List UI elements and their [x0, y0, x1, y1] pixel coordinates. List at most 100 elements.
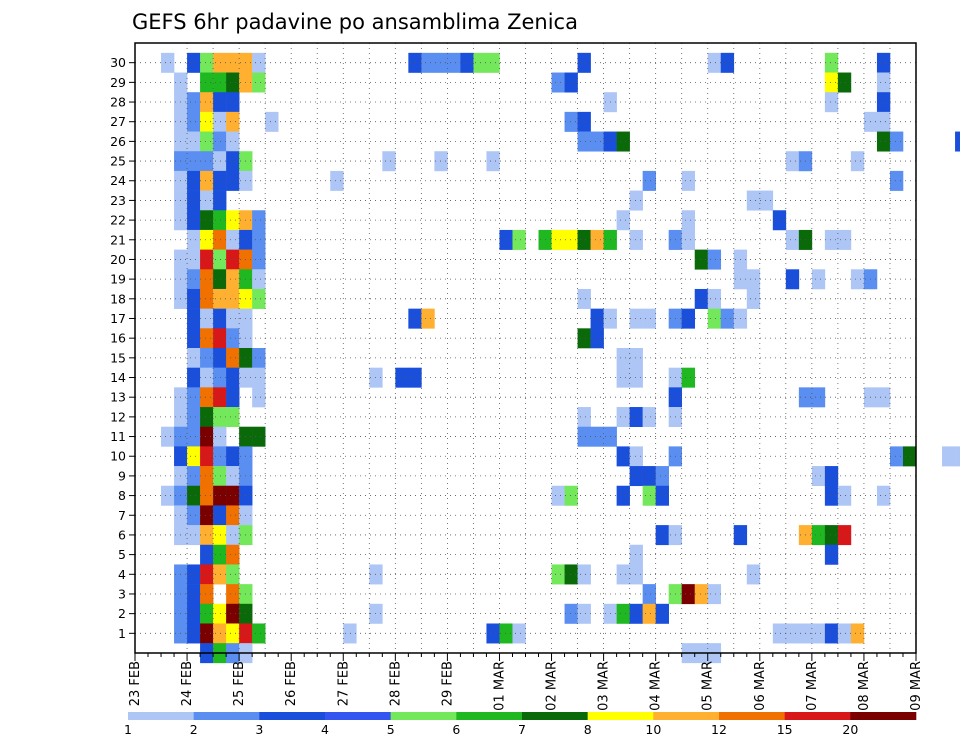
heatmap-cell — [785, 229, 800, 250]
heatmap-cell — [486, 151, 500, 172]
legend-swatch — [128, 712, 194, 720]
heatmap-cell — [213, 505, 227, 526]
heatmap-cell — [629, 348, 643, 368]
legend-label: 2 — [190, 722, 198, 737]
heatmap-cell — [200, 269, 214, 290]
heatmap-cell — [811, 623, 826, 644]
heatmap-cell — [577, 52, 591, 73]
heatmap-cell — [187, 564, 201, 585]
heatmap-cell — [837, 525, 852, 546]
heatmap-cell — [629, 564, 643, 585]
x-tick-label: 23 FEB — [128, 661, 143, 706]
heatmap-cell — [213, 52, 227, 73]
heatmap-cell — [252, 426, 266, 447]
heatmap-cell — [681, 210, 696, 231]
heatmap-cell — [499, 229, 513, 250]
heatmap-cell — [213, 348, 227, 368]
heatmap-cell — [707, 52, 722, 73]
heatmap-cell — [200, 72, 214, 93]
grid-lines — [135, 43, 916, 653]
heatmap-cell — [213, 367, 227, 388]
heatmap-cell — [395, 367, 409, 388]
heatmap-cell — [226, 564, 240, 585]
heatmap-cell — [785, 269, 800, 290]
heatmap-cell — [590, 229, 604, 250]
y-tick-label: 8 — [118, 488, 126, 503]
heatmap-cell — [226, 466, 240, 487]
x-tick-label: 26 FEB — [284, 661, 299, 706]
heatmap-cell — [252, 348, 266, 368]
heatmap-cell — [616, 564, 630, 585]
heatmap-cell — [707, 249, 722, 270]
legend-label: 1 — [124, 722, 132, 737]
x-tick-label: 06 MAR — [753, 661, 768, 711]
heatmap-cell — [200, 328, 214, 349]
heatmap-cell — [187, 210, 201, 231]
heatmap-cell — [226, 407, 240, 428]
heatmap-cell — [200, 544, 214, 565]
heatmap-cell — [512, 229, 526, 250]
legend-label: 7 — [518, 722, 526, 737]
heatmap-cell — [213, 623, 227, 644]
y-tick-label: 14 — [110, 370, 126, 385]
heatmap-cell — [187, 348, 201, 368]
heatmap-cell — [876, 52, 891, 73]
legend-swatch — [259, 712, 326, 720]
chart-title: GEFS 6hr padavine po ansamblima Zenica — [132, 10, 578, 34]
y-tick-label: 18 — [110, 291, 126, 306]
heatmap-cell — [187, 131, 201, 152]
heatmap-cell — [629, 466, 643, 487]
heatmap-cell — [226, 328, 240, 349]
heatmap-cell — [681, 229, 696, 250]
y-tick-label: 26 — [110, 134, 126, 149]
heatmap-cell — [213, 92, 227, 113]
heatmap-cell — [226, 387, 240, 408]
heatmap-cell — [226, 485, 240, 506]
heatmap-cell — [824, 466, 839, 487]
heatmap-cell — [629, 446, 643, 467]
heatmap-cell — [187, 426, 201, 447]
heatmap-cell — [512, 623, 526, 644]
legend-swatch — [719, 712, 785, 720]
heatmap-cell — [746, 190, 761, 211]
y-tick-label: 20 — [110, 252, 126, 267]
legend-swatch — [653, 712, 720, 720]
heatmap-cell — [629, 544, 643, 565]
y-tick-label: 25 — [110, 154, 126, 169]
heatmap-cell — [824, 72, 839, 93]
legend-label: 12 — [711, 722, 727, 737]
x-tick-label: 25 FEB — [232, 661, 247, 706]
heatmap-cell — [200, 603, 214, 624]
heatmap-cell — [876, 485, 891, 506]
heatmap-cell — [746, 288, 761, 309]
heatmap-cell — [655, 525, 669, 546]
heatmap-cell — [564, 72, 578, 93]
heatmap-cell — [616, 348, 630, 368]
heatmap-cell — [213, 328, 227, 349]
heatmap-cell — [226, 131, 240, 152]
heatmap-cell — [824, 485, 839, 506]
legend-swatch — [784, 712, 851, 720]
heatmap-cell — [655, 603, 669, 624]
x-tick-label: 04 MAR — [649, 661, 664, 711]
heatmap-cell — [187, 466, 201, 487]
heatmap-cell — [824, 544, 839, 565]
heatmap-cell — [447, 52, 461, 73]
heatmap-cell — [551, 229, 565, 250]
heatmap-cell — [551, 72, 565, 93]
heatmap-cell — [213, 466, 227, 487]
heatmap-cell — [213, 407, 227, 428]
heatmap-cell — [226, 525, 240, 546]
legend-label: 5 — [387, 722, 395, 737]
heatmap-cell — [187, 328, 201, 349]
heatmap-cell — [213, 190, 227, 211]
heatmap-cell — [616, 407, 630, 428]
heatmap-cell — [187, 505, 201, 526]
heatmap-cell — [499, 623, 513, 644]
heatmap-cell — [200, 407, 214, 428]
heatmap-cell — [200, 387, 214, 408]
heatmap-cell — [187, 288, 201, 309]
heatmap-cell — [577, 229, 591, 250]
heatmap-cell — [616, 131, 630, 152]
heatmap-cell — [187, 584, 201, 605]
